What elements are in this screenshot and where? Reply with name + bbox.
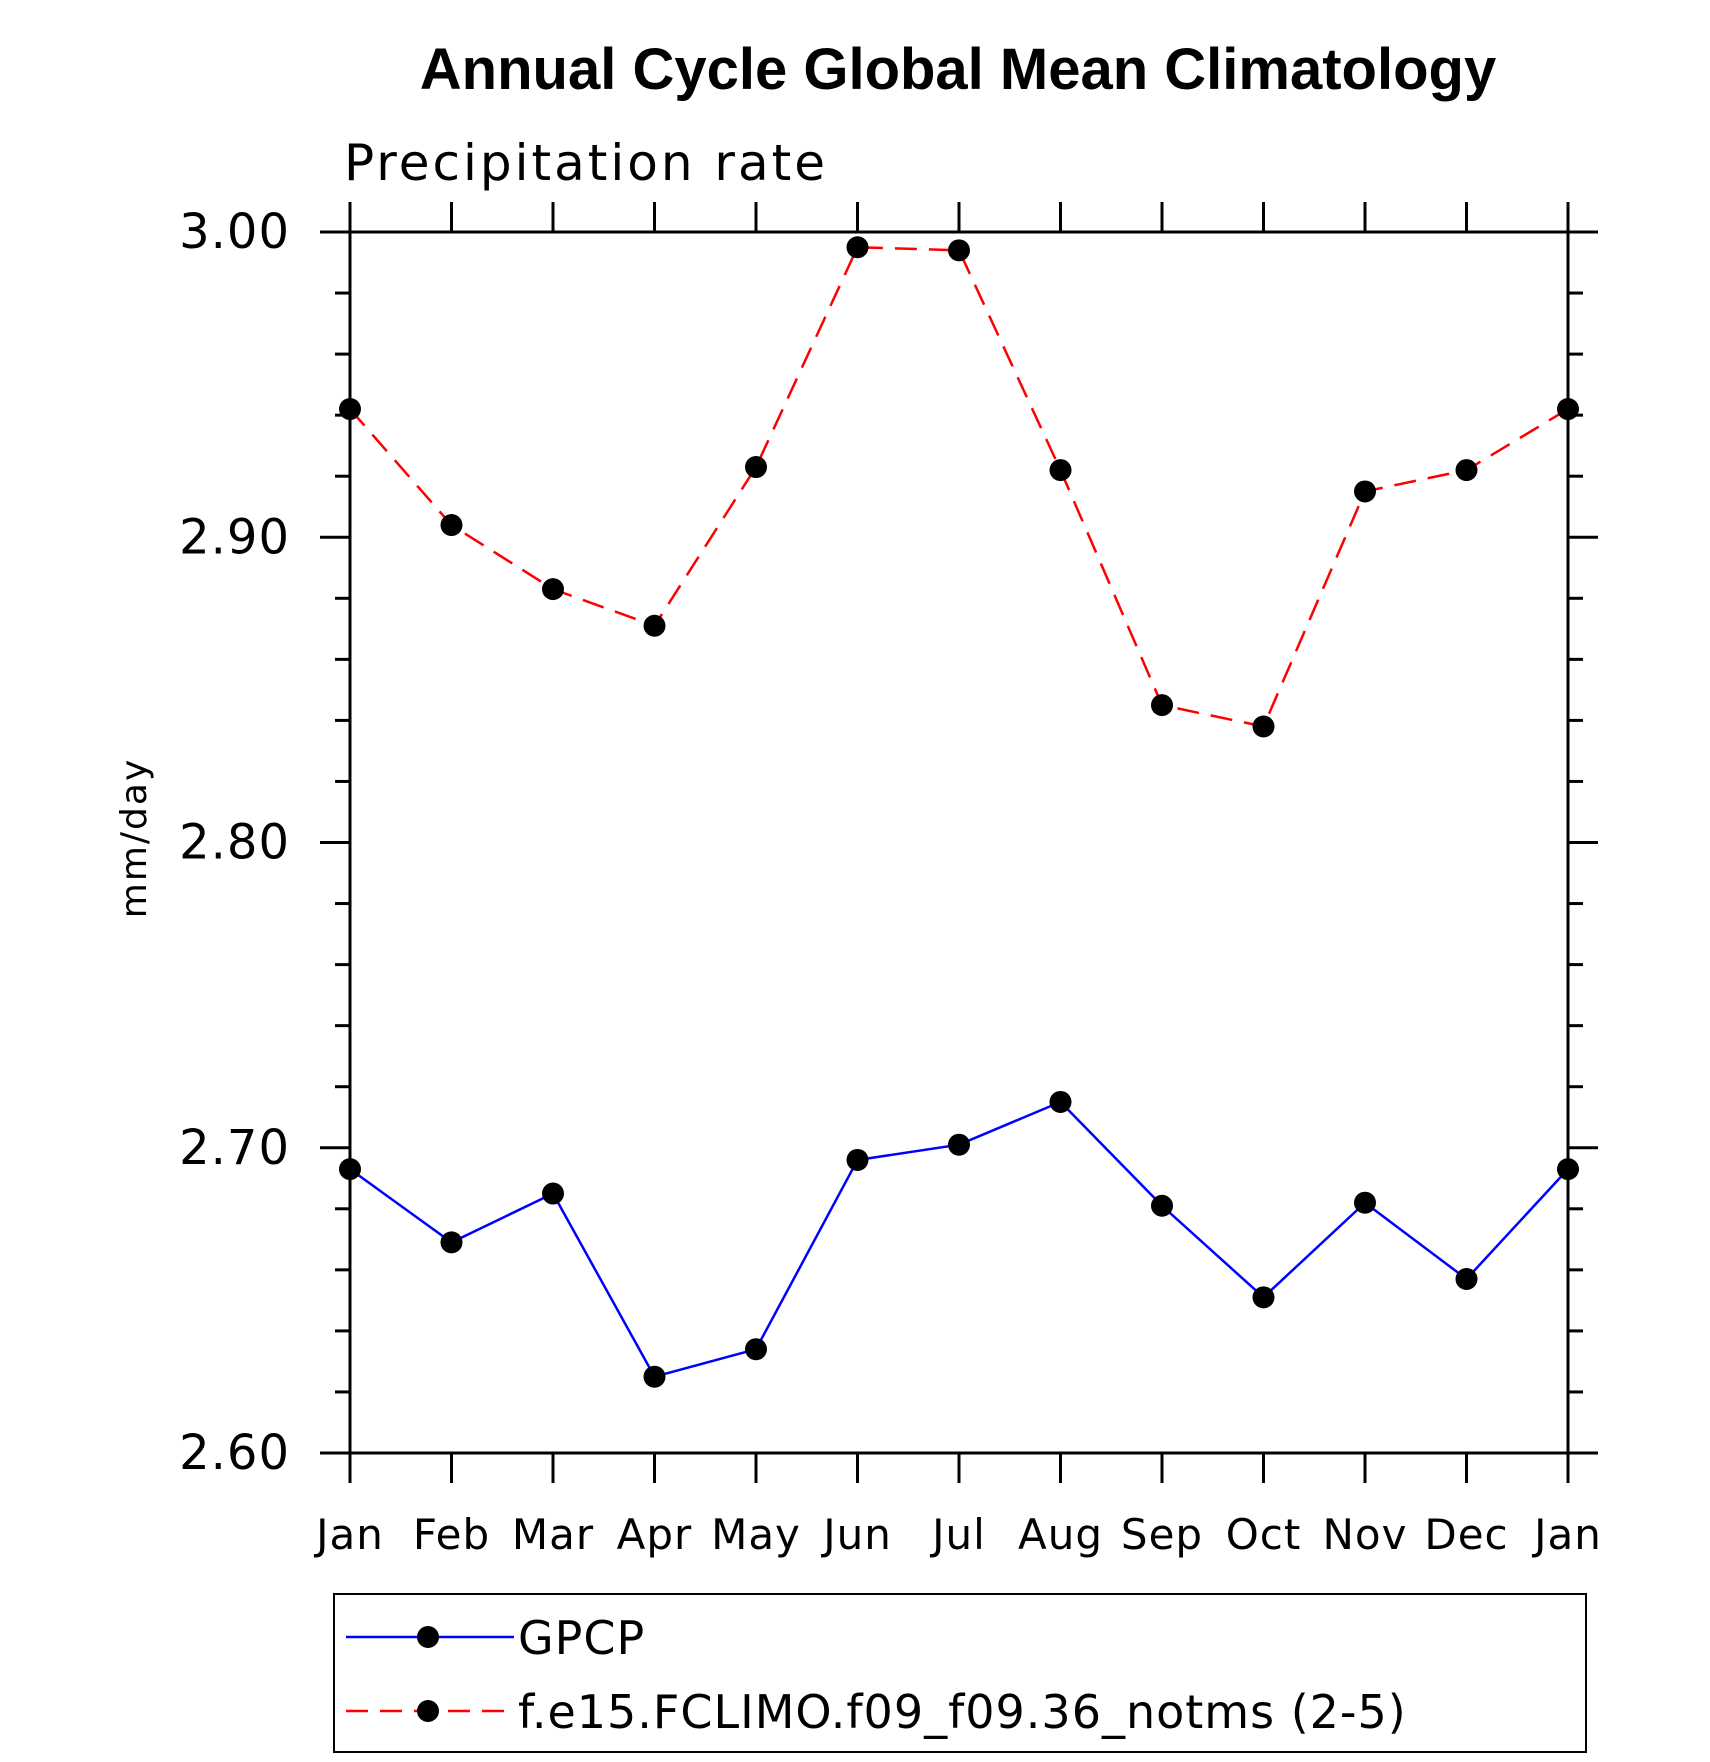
data-point-0-2 [542, 1182, 564, 1205]
y-tick-label: 2.60 [179, 1425, 290, 1481]
y-tick-label: 2.70 [179, 1120, 290, 1176]
x-tick-label: Jun [820, 1510, 892, 1559]
x-tick-label: Jan [1531, 1510, 1602, 1559]
x-tick-label: Apr [617, 1510, 693, 1559]
legend-box [333, 1593, 1587, 1753]
y-tick-label: 2.80 [179, 815, 290, 871]
data-point-0-7 [1049, 1090, 1072, 1113]
chart-title: Annual Cycle Global Mean Climatology [420, 37, 1496, 102]
data-point-0-8 [1151, 1194, 1173, 1217]
data-point-1-0 [339, 398, 361, 421]
data-point-1-2 [542, 578, 564, 601]
y-tick-label: 2.90 [179, 509, 290, 565]
data-point-1-4 [745, 456, 767, 479]
y-tick-label: 3.00 [179, 204, 290, 260]
axis-ticks [320, 202, 1598, 1483]
data-point-0-5 [846, 1148, 869, 1171]
x-tick-label: Nov [1323, 1510, 1408, 1559]
x-tick-label: Jan [313, 1510, 384, 1559]
data-point-0-11 [1455, 1268, 1478, 1291]
data-point-0-12 [1557, 1158, 1579, 1181]
legend-marker-gpcp [417, 1626, 439, 1648]
x-tick-label: Oct [1226, 1510, 1302, 1559]
series-lines [349, 245, 1569, 1379]
legend: GPCP f.e15.FCLIMO.f09_f09.36_notms (2-5) [333, 1593, 1587, 1753]
x-tick-label: Dec [1424, 1510, 1508, 1559]
data-point-1-11 [1455, 459, 1478, 482]
data-point-1-7 [1049, 459, 1072, 482]
legend-label-model: f.e15.FCLIMO.f09_f09.36_notms (2-5) [518, 1685, 1407, 1739]
y-tick-labels: 2.60 2.70 2.80 2.90 3.00 [179, 204, 290, 1481]
x-tick-label: Mar [512, 1510, 594, 1559]
x-tick-labels: Jan Feb Mar Apr May Jun Jul Aug Sep Oct Nov Dec Jan [313, 1510, 1602, 1559]
data-point-1-12 [1557, 398, 1579, 421]
series-markers [339, 236, 1579, 1388]
legend-label-gpcp: GPCP [518, 1611, 645, 1665]
y-axis-label: mm/day [114, 758, 155, 918]
data-point-1-3 [643, 614, 666, 637]
data-point-0-10 [1354, 1191, 1376, 1214]
data-point-0-6 [948, 1133, 970, 1156]
x-tick-label: Sep [1121, 1510, 1203, 1559]
x-tick-label: Jul [929, 1510, 986, 1559]
chart-subtitle: Precipitation rate [344, 134, 828, 192]
data-point-1-5 [846, 236, 869, 259]
plot-frame [348, 230, 1570, 1455]
x-tick-label: May [711, 1510, 801, 1559]
data-point-0-9 [1252, 1286, 1275, 1309]
series-line-1 [349, 245, 1569, 728]
data-point-0-3 [643, 1365, 666, 1388]
data-point-1-8 [1151, 694, 1173, 717]
data-point-1-1 [440, 514, 463, 537]
data-point-1-9 [1252, 715, 1275, 738]
data-point-1-6 [948, 239, 970, 262]
x-tick-label: Aug [1018, 1510, 1103, 1559]
x-tick-label: Feb [413, 1510, 490, 1559]
data-point-0-0 [339, 1158, 361, 1181]
data-point-0-1 [440, 1231, 463, 1254]
data-point-1-10 [1354, 480, 1376, 503]
data-point-0-4 [745, 1338, 767, 1361]
legend-marker-model [417, 1700, 439, 1722]
